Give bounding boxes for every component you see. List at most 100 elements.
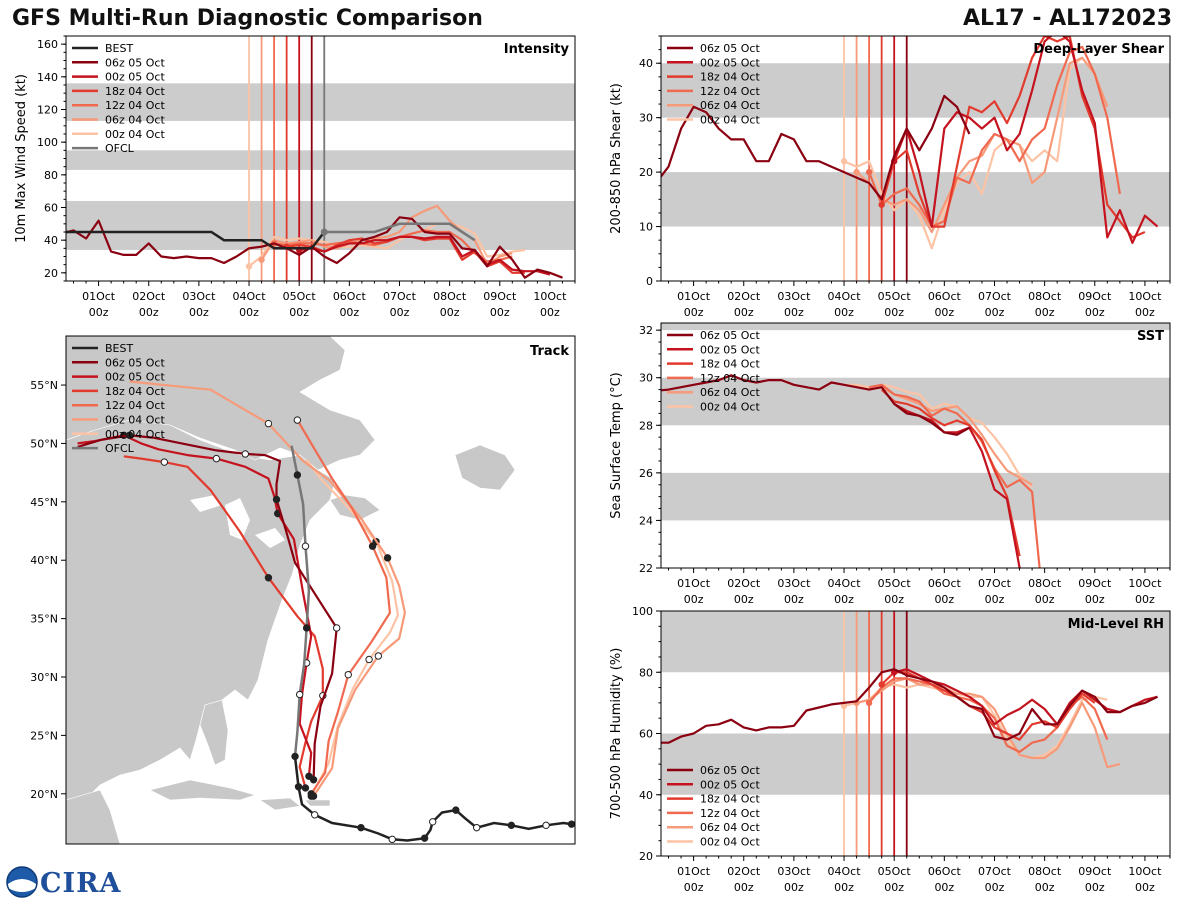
sst-panel-title: SST [1137,329,1164,344]
shear-legend-label: 00z 04 Oct [700,114,760,127]
track-series-line [77,434,338,780]
track-point-marker [301,784,310,792]
noaa-icon [6,866,38,898]
rh-xtick-sublabel: 00z [985,881,1005,894]
shear-init-marker [853,168,860,176]
intensity-ytick-label: 20 [44,267,58,280]
track-point-marker [264,419,273,428]
track-best-marker [420,834,429,842]
intensity-ytick-label: 100 [37,136,58,149]
track-point-marker [272,495,281,504]
sst-series-group [661,374,1041,568]
track-point-marker [332,624,341,632]
rh-init-marker [840,702,848,710]
shear-panel-title: Deep-Layer Shear [1033,42,1164,57]
track-best-marker [311,811,319,819]
shear-xtick-label: 01Oct [677,290,711,303]
track-best-marker [357,823,365,832]
track-ytick-label: 40°N [30,554,58,567]
sst-series-line [661,374,970,436]
shear-xtick-label: 08Oct [1028,290,1062,303]
intensity-band [66,150,575,170]
intensity-series-line [248,222,526,268]
sst-xtick-sublabel: 00z [734,593,754,606]
intensity-xtick-sublabel: 00z [490,306,510,319]
sst-frame [660,322,1171,569]
track-ofcl-marker [293,471,302,479]
intensity-series-line [299,235,551,276]
intensity-xtick-label: 09Oct [483,290,517,303]
shear-xtick-label: 09Oct [1078,290,1112,303]
intensity-ylabel: 10m Max Wind Speed (kt) [14,74,29,243]
rh-ylabel: 700-500 hPa Humidity (%) [609,648,624,820]
intensity-legend-label: 18z 04 Oct [105,85,165,98]
track-frame [65,335,576,845]
rh-xtick-label: 09Oct [1078,865,1112,878]
shear-xtick-sublabel: 00z [1135,306,1155,319]
track-point-marker [241,450,250,458]
sst-xtick-sublabel: 00z [834,593,854,606]
rh-xtick-sublabel: 00z [734,881,754,894]
track-ofcl-marker [295,690,304,699]
shear-xtick-label: 10Oct [1128,290,1162,303]
track-point-marker [368,542,377,550]
track-series-line [296,419,391,795]
sst-legend-label: 06z 04 Oct [700,386,760,399]
sst-xtick-sublabel: 00z [684,593,704,606]
sst-ytick-label: 26 [639,467,653,480]
intensity-ytick-label: 40 [44,234,58,247]
intensity-xtick-sublabel: 00z [339,306,359,319]
land-mass [454,444,516,491]
rh-legend-label: 00z 04 Oct [700,836,760,849]
track-ofcl-marker [301,542,310,550]
shear-series-line [855,56,1109,234]
track-ytick-label: 35°N [30,613,58,626]
rh-ytick-label: 40 [639,789,653,802]
track-legend-label: 00z 05 Oct [105,371,165,384]
shear-ytick-label: 40 [639,57,653,70]
shear-xtick-sublabel: 00z [684,306,704,319]
intensity-ytick-label: 140 [37,71,58,84]
track-legend-label: 06z 05 Oct [105,356,165,369]
sst-ytick-label: 24 [639,514,653,527]
intensity-xtick-label: 02Oct [132,290,166,303]
intensity-legend-label: 06z 04 Oct [105,114,165,127]
track-point-marker [160,458,169,466]
intensity-xtick-label: 08Oct [433,290,467,303]
intensity-series-line [66,216,563,279]
shear-series-group [661,36,1159,250]
shear-xtick-sublabel: 00z [985,306,1005,319]
sst-legend-label: 12z 04 Oct [700,372,760,385]
sst-legend-label: 06z 05 Oct [700,329,760,342]
rh-xtick-label: 08Oct [1028,865,1062,878]
track-legend-label: 12z 04 Oct [105,399,165,412]
rh-ytick-label: 60 [639,728,653,741]
intensity-band [66,83,575,121]
land-mass [199,699,229,766]
intensity-legend-label: 00z 05 Oct [105,71,165,84]
intensity-xtick-sublabel: 00z [540,306,560,319]
shear-series-line [880,36,1146,239]
land-mass [304,799,331,807]
sst-xtick-sublabel: 00z [884,593,904,606]
rh-xtick-label: 04Oct [828,865,862,878]
intensity-ofcl-marker [320,228,328,236]
rh-xtick-sublabel: 00z [884,881,904,894]
intensity-ofcl-line [324,222,476,242]
shear-series-line [868,45,1121,228]
shear-legend-label: 06z 05 Oct [700,42,760,55]
shear-init-marker [840,158,848,165]
shear-legend-label: 00z 05 Oct [700,56,760,69]
intensity-xtick-sublabel: 00z [189,306,209,319]
track-ofcl-marker [302,624,311,632]
sst-xtick-label: 10Oct [1128,577,1162,590]
shear-init-marker [865,168,873,176]
shear-xtick-sublabel: 00z [734,306,754,319]
sst-panel: 22 24 26 28 30 32 01Oct 00z 02Oct 00z 03Oct 00z 04Oc… [609,322,1171,606]
intensity-xtick-label: 05Oct [283,290,317,303]
rh-panel-title: Mid-Level RH [1068,617,1164,632]
shear-xtick-label: 04Oct [828,290,862,303]
track-ytick-label: 45°N [30,496,58,509]
track-panel-title: Track [530,344,569,359]
